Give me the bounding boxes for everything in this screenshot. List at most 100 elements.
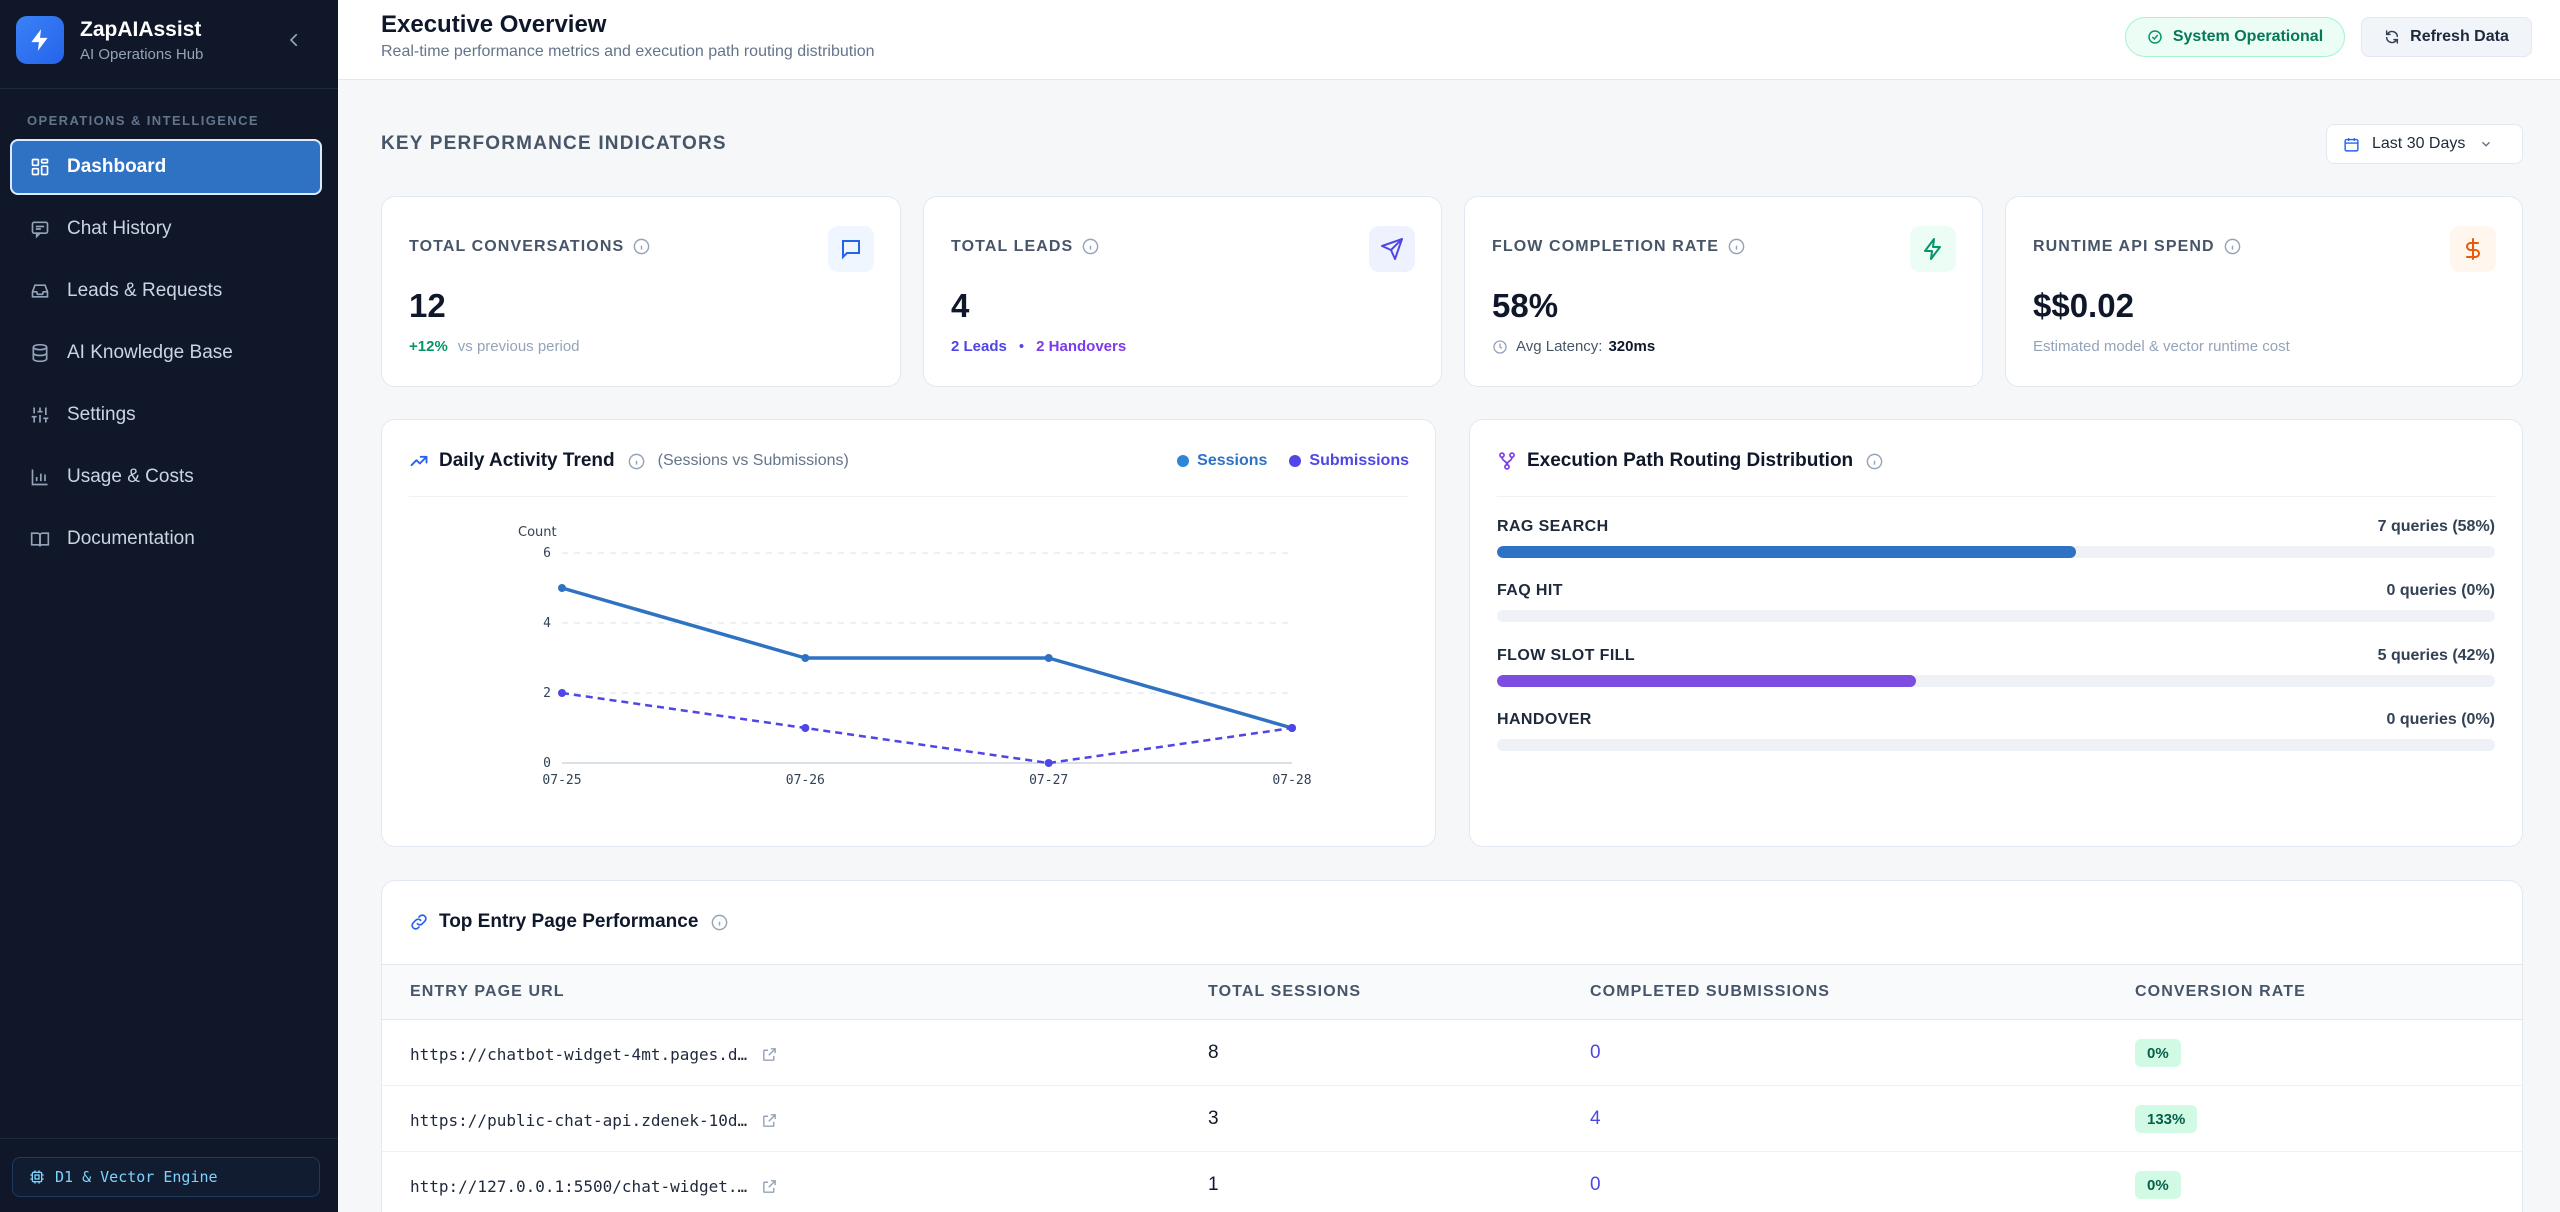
series-line-submissions [561, 691, 1293, 765]
sidebar-item-label: Chat History [67, 218, 172, 239]
kpi-card-runtime-spend: RUNTIME API SPEND $$0.02 Estimated model… [2005, 196, 2523, 387]
table-row[interactable]: http://127.0.0.1:5500/chat-widget.… 1 0 … [382, 1152, 2522, 1212]
info-icon[interactable] [1865, 452, 1884, 471]
kpi-section-heading: KEY PERFORMANCE INDICATORS [381, 133, 727, 154]
sidebar-item-documentation[interactable]: Documentation [10, 511, 322, 567]
system-status-label: System Operational [2172, 28, 2324, 45]
sidebar-item-leads[interactable]: Leads & Requests [10, 263, 322, 319]
entry-url: http://127.0.0.1:5500/chat-widget.… [410, 1177, 748, 1196]
collapse-sidebar-button[interactable] [280, 26, 308, 54]
kpi-card-total-leads: TOTAL LEADS 4 2 Leads • 2 Handovers [923, 196, 1442, 387]
cpu-icon [29, 1169, 45, 1185]
legend-dot [1177, 455, 1190, 467]
sidebar-item-label: Usage & Costs [67, 466, 194, 487]
route-progress-track [1497, 546, 2495, 558]
data-point-sessions [1044, 654, 1053, 662]
chart-legend: Sessions Submissions [1155, 452, 1409, 470]
separator-dot: • [1018, 338, 1025, 355]
kpi-label: FLOW COMPLETION RATE [1492, 237, 1720, 255]
kpi-label: TOTAL LEADS [951, 237, 1074, 255]
leads-count: 2 Leads [951, 338, 1007, 355]
trend-subtitle: (Sessions vs Submissions) [657, 452, 849, 469]
external-link-icon[interactable] [761, 1178, 778, 1195]
y-tick-label: 2 [543, 686, 551, 701]
sidebar-item-usage[interactable]: Usage & Costs [10, 449, 322, 505]
info-icon[interactable] [632, 237, 651, 256]
column-header-submissions[interactable]: COMPLETED SUBMISSIONS [1590, 983, 1831, 1000]
sidebar-item-chat-history[interactable]: Chat History [10, 201, 322, 257]
sessions-count: 3 [1208, 1108, 1219, 1129]
entry-url: https://chatbot-widget-4mt.pages.d… [410, 1045, 748, 1064]
sessions-count: 1 [1208, 1174, 1219, 1195]
table-row[interactable]: https://public-chat-api.zdenek-10d… 3 4 … [382, 1086, 2522, 1152]
table-header: ENTRY PAGE URL TOTAL SESSIONS COMPLETED … [382, 964, 2522, 1020]
column-header-entry-url[interactable]: ENTRY PAGE URL [410, 983, 565, 1000]
route-count: 5 queries (42%) [2377, 647, 2495, 664]
data-point-submissions [1044, 759, 1053, 767]
calendar-icon [2343, 136, 2360, 153]
y-axis-label: Count [518, 525, 557, 540]
kpi-label: TOTAL CONVERSATIONS [409, 237, 625, 255]
engine-badge-label: D1 & Vector Engine [55, 1168, 218, 1186]
trend-title: Daily Activity Trend [439, 450, 615, 471]
external-link-icon[interactable] [761, 1046, 778, 1063]
sidebar-item-settings[interactable]: Settings [10, 387, 322, 443]
brand-subtitle: AI Operations Hub [80, 45, 204, 63]
send-icon [1369, 226, 1415, 272]
latency-value: 320ms [1608, 338, 1656, 355]
route-progress-track [1497, 739, 2495, 751]
info-icon[interactable] [2223, 237, 2242, 256]
refresh-data-button[interactable]: Refresh Data [2361, 17, 2532, 57]
kpi-label: RUNTIME API SPEND [2033, 237, 2215, 255]
submissions-count[interactable]: 0 [1590, 1174, 1601, 1195]
panel-divider [409, 496, 1408, 497]
message-icon [828, 226, 874, 272]
x-tick-label: 07-27 [1029, 773, 1068, 788]
kpi-value: $$0.02 [2033, 287, 2134, 324]
data-point-sessions [801, 654, 810, 662]
bar-chart-icon [29, 466, 51, 488]
route-count: 0 queries (0%) [2386, 711, 2495, 728]
column-header-sessions[interactable]: TOTAL SESSIONS [1208, 983, 1362, 1000]
conversion-rate-badge: 0% [2135, 1039, 2181, 1067]
route-progress-fill [1497, 546, 2076, 558]
info-icon[interactable] [1081, 237, 1100, 256]
data-point-submissions [1288, 724, 1296, 732]
legend-dot [1289, 455, 1302, 467]
brand[interactable]: ZapAIAssist AI Operations Hub [16, 14, 322, 66]
dollar-icon [2450, 226, 2496, 272]
sidebar-item-knowledge-base[interactable]: AI Knowledge Base [10, 325, 322, 381]
handovers-count: 2 Handovers [1036, 338, 1127, 355]
entry-page-performance-panel: Top Entry Page Performance ENTRY PAGE UR… [381, 880, 2523, 1212]
column-header-conversion[interactable]: CONVERSION RATE [2135, 983, 2306, 1000]
info-icon[interactable] [1727, 237, 1746, 256]
info-icon[interactable] [710, 913, 729, 932]
daily-activity-line-chart: Count 0 2 4 6 07-25 07-26 07-27 07-28 [518, 525, 1312, 788]
brand-name: ZapAIAssist [80, 17, 202, 41]
route-count: 7 queries (58%) [2377, 518, 2495, 535]
routing-title: Execution Path Routing Distribution [1527, 450, 1854, 471]
chevron-down-icon [2479, 137, 2493, 151]
routing-distribution-panel: Execution Path Routing Distribution RAG … [1469, 419, 2523, 847]
latency-label: Avg Latency: [1516, 338, 1603, 355]
legend-item-sessions[interactable]: Sessions [1177, 452, 1267, 470]
sidebar-item-label: Leads & Requests [67, 280, 223, 301]
info-icon[interactable] [627, 452, 646, 471]
sidebar-item-dashboard[interactable]: Dashboard [10, 139, 322, 195]
submissions-count[interactable]: 4 [1590, 1108, 1601, 1129]
date-range-select[interactable]: Last 30 Days [2326, 124, 2523, 164]
external-link-icon[interactable] [761, 1112, 778, 1129]
route-row-faq-hit: FAQ HIT 0 queries (0%) [1497, 582, 2495, 622]
kpi-delta: +12% [409, 338, 448, 355]
check-circle-icon [2147, 29, 2163, 45]
legend-item-submissions[interactable]: Submissions [1289, 452, 1409, 470]
sidebar-footer-divider [0, 1138, 338, 1139]
refresh-data-label: Refresh Data [2410, 28, 2509, 45]
sidebar-item-label: Dashboard [67, 156, 167, 177]
kpi-card-flow-completion: FLOW COMPLETION RATE 58% Avg Latency: 32… [1464, 196, 1983, 387]
date-range-value: Last 30 Days [2372, 135, 2466, 152]
route-progress-fill [1497, 675, 1917, 687]
submissions-count[interactable]: 0 [1590, 1042, 1601, 1063]
table-row[interactable]: https://chatbot-widget-4mt.pages.d… 8 0 … [382, 1020, 2522, 1086]
route-row-handover: HANDOVER 0 queries (0%) [1497, 711, 2495, 751]
